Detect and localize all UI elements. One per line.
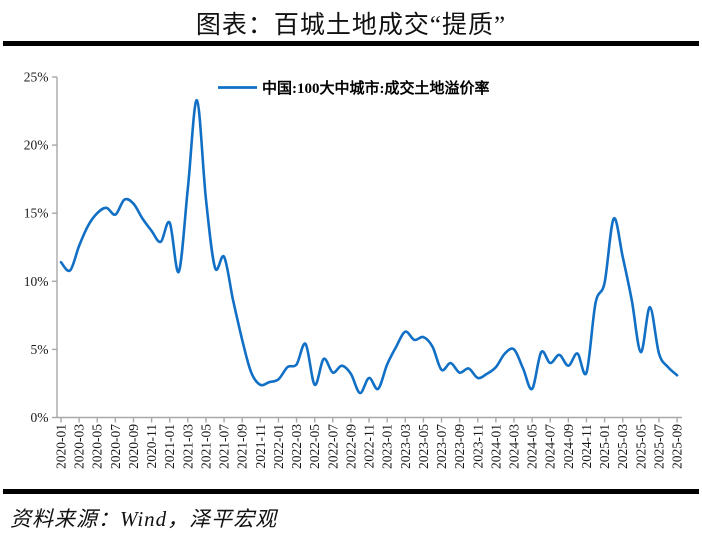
x-tick-label: 2024-07 <box>543 424 558 469</box>
y-tick-label: 25% <box>24 70 49 85</box>
x-tick-label: 2024-11 <box>579 424 594 469</box>
x-tick-label: 2020-01 <box>54 424 69 469</box>
x-tick-label: 2021-03 <box>180 424 195 469</box>
x-tick-label: 2020-07 <box>108 424 123 469</box>
x-tick-label: 2024-05 <box>525 424 540 469</box>
x-tick-label: 2021-09 <box>235 424 250 469</box>
y-tick-label: 5% <box>31 342 49 357</box>
x-tick-label: 2020-05 <box>90 424 105 469</box>
x-tick-label: 2022-03 <box>289 424 304 469</box>
x-tick-label: 2025-09 <box>670 424 685 469</box>
premium-rate-line <box>59 98 679 395</box>
x-tick-label: 2023-03 <box>398 424 413 469</box>
x-tick-label: 2022-07 <box>325 424 340 469</box>
x-tick-label: 2020-03 <box>72 424 87 469</box>
x-tick-label: 2023-11 <box>470 424 485 469</box>
source-note: 资料来源：Wind，泽平宏观 <box>10 507 278 531</box>
x-tick-label: 2022-11 <box>362 424 377 469</box>
y-tick-label: 15% <box>24 206 49 221</box>
x-tick-label: 2022-01 <box>271 424 286 469</box>
x-tick-label: 2022-09 <box>343 424 358 469</box>
y-tick-label: 0% <box>31 410 49 425</box>
x-tick-label: 2021-07 <box>217 424 232 469</box>
x-tick-label: 2024-09 <box>561 424 576 469</box>
axes: 0%5%10%15%20%25%2020-01 2020-03 2020-05 202… <box>24 70 685 470</box>
x-tick-label: 2025-03 <box>615 424 630 469</box>
x-tick-label: 2020-09 <box>126 424 141 469</box>
x-tick-label: 2024-03 <box>507 424 522 469</box>
x-tick-label: 2021-05 <box>198 424 213 469</box>
series-line <box>59 98 679 395</box>
top-rule <box>3 41 699 46</box>
x-tick-label: 2025-01 <box>597 424 612 469</box>
x-tick-label: 2024-01 <box>488 424 503 469</box>
x-tick-label: 2025-05 <box>633 424 648 469</box>
bottom-rule <box>3 489 699 494</box>
y-tick-label: 20% <box>24 138 49 153</box>
x-tick-label: 2023-01 <box>380 424 395 469</box>
legend-label: 中国:100大中城市:成交土地溢价率 <box>262 79 490 97</box>
y-tick-label: 10% <box>24 274 49 289</box>
x-tick-label: 2025-07 <box>651 424 666 469</box>
x-tick-label: 2023-09 <box>452 424 467 469</box>
x-tick-label: 2020-11 <box>144 424 159 469</box>
legend: 中国:100大中城市:成交土地溢价率 <box>218 79 490 97</box>
x-tick-label: 2023-05 <box>416 424 431 469</box>
x-tick-label: 2023-07 <box>434 424 449 469</box>
x-tick-label: 2021-01 <box>162 424 177 469</box>
chart-title: 图表：百城土地成交“提质” <box>195 12 507 39</box>
x-tick-label: 2021-11 <box>253 424 268 469</box>
x-tick-label: 2022-05 <box>307 424 322 469</box>
